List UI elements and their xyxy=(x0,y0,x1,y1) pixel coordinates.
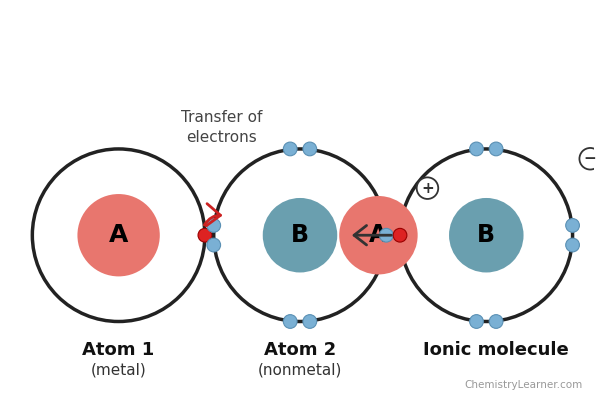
Circle shape xyxy=(416,177,438,199)
Circle shape xyxy=(580,148,600,170)
Circle shape xyxy=(263,198,337,272)
Circle shape xyxy=(470,315,484,328)
Circle shape xyxy=(566,219,580,232)
Text: B: B xyxy=(291,223,309,247)
Circle shape xyxy=(489,315,503,328)
Text: Ionic Bond: Ionic Bond xyxy=(176,16,424,58)
Circle shape xyxy=(379,228,393,242)
Text: +: + xyxy=(421,181,434,196)
Text: Atom 1: Atom 1 xyxy=(82,341,155,359)
Circle shape xyxy=(393,228,407,242)
Circle shape xyxy=(77,194,160,276)
Text: A: A xyxy=(109,223,128,247)
Circle shape xyxy=(449,198,524,272)
Text: A: A xyxy=(370,223,388,247)
Text: Atom 2: Atom 2 xyxy=(264,341,336,359)
Text: Ionic molecule: Ionic molecule xyxy=(423,341,569,359)
Text: −: − xyxy=(584,151,596,166)
Circle shape xyxy=(283,142,297,156)
Text: (metal): (metal) xyxy=(91,362,146,377)
FancyArrowPatch shape xyxy=(354,225,391,245)
Circle shape xyxy=(303,142,317,156)
Text: B: B xyxy=(477,223,495,247)
Circle shape xyxy=(198,228,212,242)
Circle shape xyxy=(470,142,484,156)
Circle shape xyxy=(339,196,418,274)
Text: electrons: electrons xyxy=(186,130,257,145)
Circle shape xyxy=(489,142,503,156)
Text: Transfer of: Transfer of xyxy=(181,110,262,125)
Circle shape xyxy=(303,315,317,328)
Circle shape xyxy=(207,219,221,232)
Text: (nonmetal): (nonmetal) xyxy=(258,362,342,377)
Text: ChemistryLearner.com: ChemistryLearner.com xyxy=(464,380,583,390)
Circle shape xyxy=(283,315,297,328)
Circle shape xyxy=(207,238,221,252)
FancyArrowPatch shape xyxy=(205,204,220,226)
Circle shape xyxy=(566,238,580,252)
